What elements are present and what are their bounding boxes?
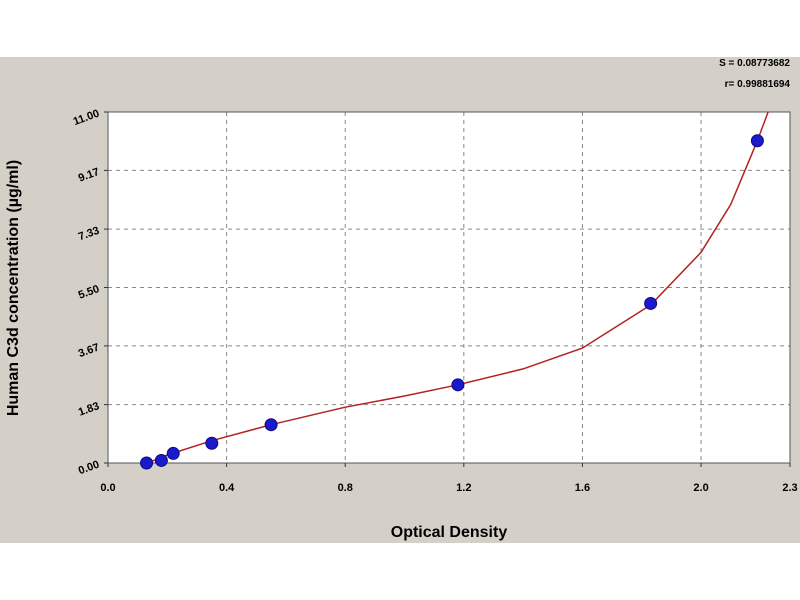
- y-tick-label: 9.17: [77, 166, 101, 185]
- data-point: [140, 456, 154, 470]
- x-tick-label: 0.8: [338, 482, 353, 494]
- grid-lines: [108, 112, 790, 463]
- data-point: [750, 134, 764, 148]
- x-axis-title: Optical Density: [391, 524, 508, 541]
- x-tick-label: 1.2: [456, 482, 471, 494]
- stat-r: r= 0.99881694: [725, 79, 791, 90]
- x-tick-label: 0.4: [219, 482, 235, 494]
- data-point: [451, 378, 465, 392]
- y-tick-label: 1.83: [77, 400, 101, 419]
- x-tick-label: 1.6: [575, 482, 590, 494]
- data-point: [644, 296, 658, 310]
- y-tick-label: 3.67: [77, 341, 101, 360]
- data-point: [264, 418, 278, 432]
- x-tick-label: 2.3: [782, 482, 797, 494]
- y-axis-title: Human C3d concentration (µg/ml): [5, 160, 22, 416]
- y-tick-label: 0.00: [77, 459, 101, 478]
- x-tick-label: 2.0: [693, 482, 708, 494]
- data-point: [154, 453, 168, 467]
- y-tick-label: 5.50: [77, 283, 101, 302]
- y-tick-label: 7.33: [77, 225, 101, 244]
- data-point: [166, 446, 180, 460]
- data-point: [205, 436, 219, 450]
- x-tick-label: 0.0: [100, 482, 115, 494]
- stat-s: S = 0.08773682: [719, 58, 790, 69]
- y-tick-label: 11.00: [72, 108, 101, 128]
- fit-curve: [145, 112, 769, 463]
